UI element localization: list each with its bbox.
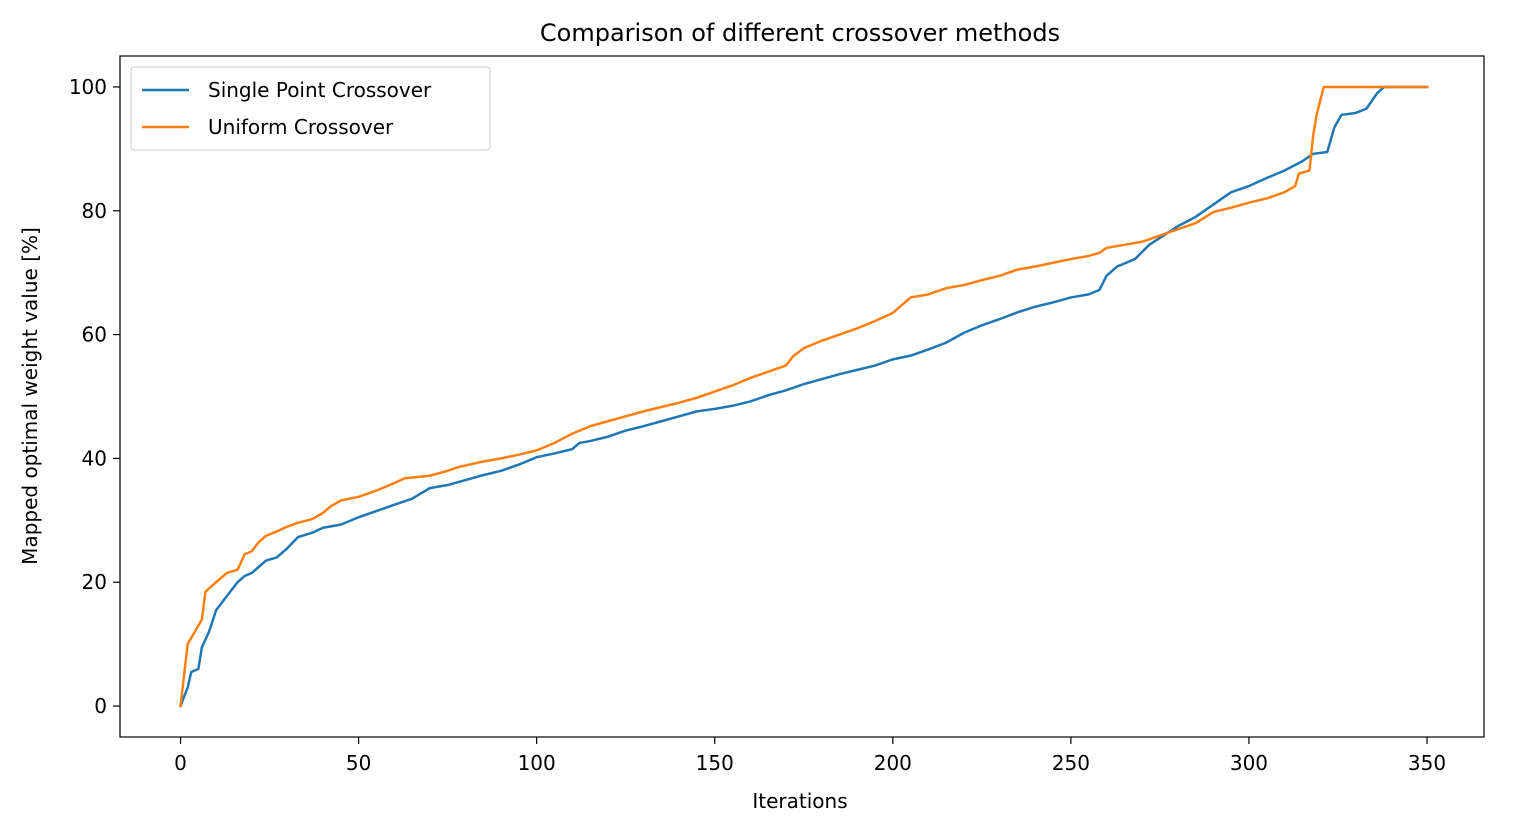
chart-title: Comparison of different crossover method…: [540, 19, 1060, 47]
y-tick-label: 20: [82, 570, 107, 594]
x-tick-label: 350: [1408, 751, 1446, 775]
legend-label-single-point: Single Point Crossover: [208, 78, 432, 102]
legend-label-uniform: Uniform Crossover: [208, 115, 394, 139]
x-axis-label: Iterations: [752, 789, 847, 813]
series-line-1: [179, 85, 1429, 708]
x-tick-label: 150: [696, 751, 734, 775]
x-tick-label: 0: [174, 751, 187, 775]
x-tick-label: 250: [1052, 751, 1090, 775]
plot-frame: [119, 55, 1485, 738]
y-tick-label: 100: [69, 75, 107, 99]
y-axis-label: Mapped optimal weight value [%]: [18, 227, 42, 565]
y-tick-label: 60: [82, 323, 107, 347]
y-tick-label: 80: [82, 199, 107, 223]
legend-box: [130, 66, 491, 151]
plot-area: [178, 85, 1429, 708]
x-tick-label: 300: [1230, 751, 1268, 775]
x-tick-label: 50: [346, 751, 371, 775]
x-tick-label: 200: [874, 751, 912, 775]
series-line-0: [178, 85, 1429, 708]
y-axis: 0 20 40 60 80 100: [69, 75, 120, 718]
y-tick-label: 40: [82, 446, 107, 470]
x-axis: 0 50 100 150 200 250 300 350: [174, 737, 1446, 775]
legend: Single Point Crossover Uniform Crossover: [130, 66, 491, 151]
x-tick-label: 100: [518, 751, 556, 775]
y-tick-label: 0: [94, 694, 107, 718]
